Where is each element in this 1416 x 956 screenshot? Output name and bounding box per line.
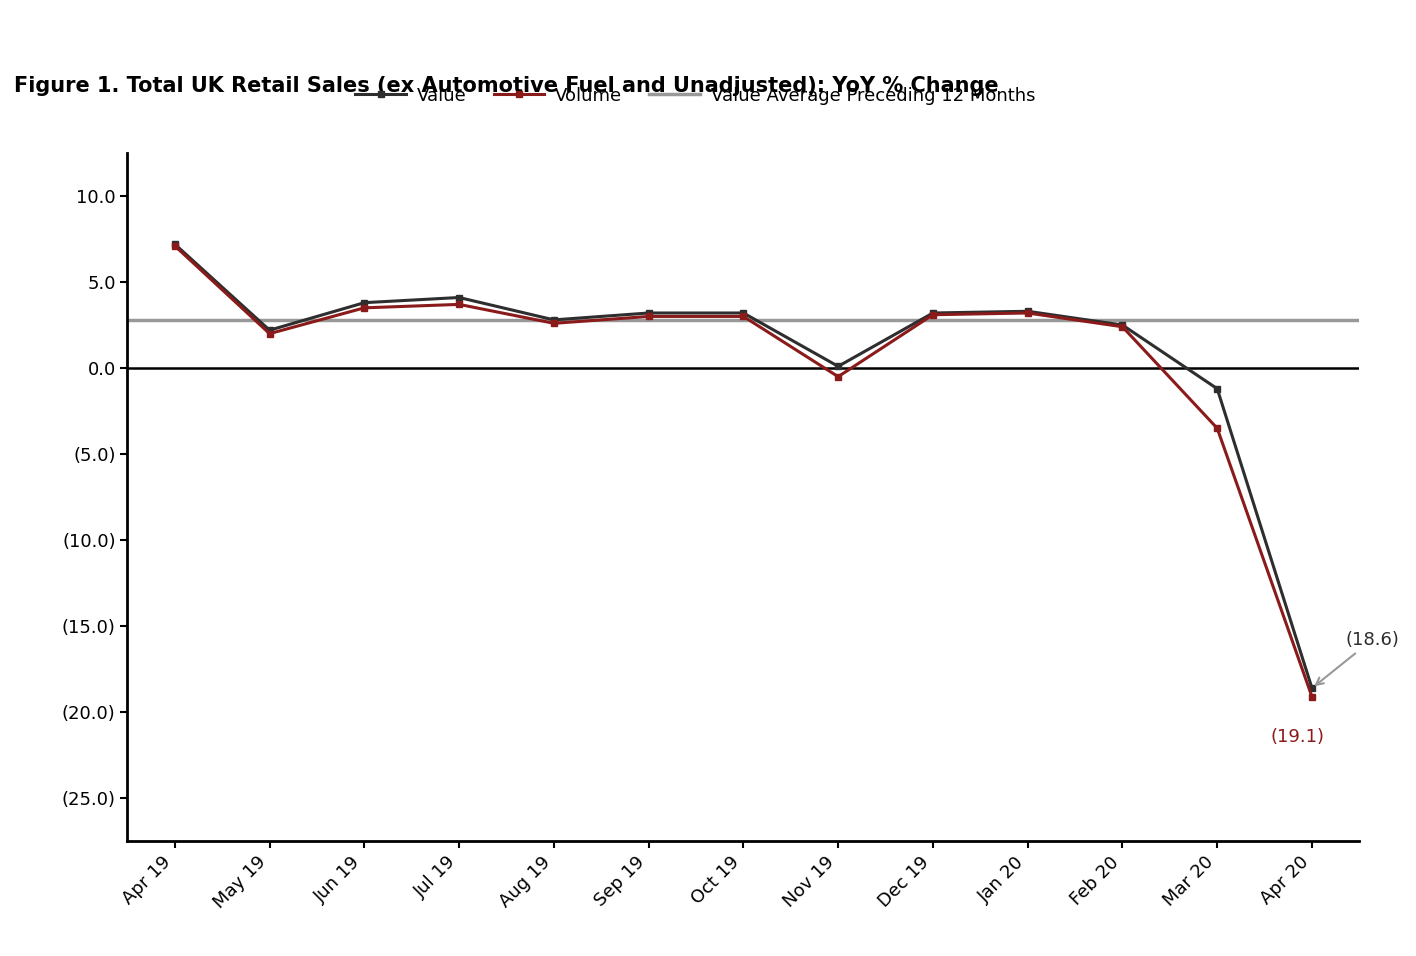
Text: Figure 1. Total UK Retail Sales (ex Automotive Fuel and Unadjusted): YoY % Chang: Figure 1. Total UK Retail Sales (ex Auto…: [14, 76, 998, 96]
Text: (19.1): (19.1): [1270, 728, 1325, 746]
Legend: Value, Volume, Value Average Preceding 12 Months: Value, Volume, Value Average Preceding 1…: [348, 79, 1042, 112]
Value: [1304, 683, 1321, 694]
Value Average Preceding 12 Months: [166, 315, 183, 326]
Value: [545, 315, 562, 326]
Volume: [450, 298, 467, 310]
Value: [925, 307, 942, 318]
Value: [1209, 383, 1226, 395]
Line: Value: Value: [171, 241, 1315, 691]
Volume: [1020, 307, 1037, 318]
Value: [261, 324, 278, 336]
Value Average Preceding 12 Months: [261, 315, 278, 326]
Volume: [1209, 423, 1226, 434]
Value: [830, 360, 847, 372]
Line: Volume: Volume: [171, 243, 1315, 700]
Volume: [1114, 321, 1131, 333]
Value: [355, 297, 372, 309]
Volume: [355, 302, 372, 314]
Volume: [925, 309, 942, 320]
Volume: [1304, 691, 1321, 703]
Text: (18.6): (18.6): [1315, 631, 1399, 684]
Value: [1020, 306, 1037, 317]
Value: [166, 238, 183, 250]
Volume: [261, 328, 278, 339]
Volume: [735, 311, 752, 322]
Volume: [830, 371, 847, 382]
Value: [640, 307, 657, 318]
Volume: [640, 311, 657, 322]
Value: [1114, 319, 1131, 331]
Value: [450, 292, 467, 303]
Value: [735, 307, 752, 318]
Volume: [166, 240, 183, 251]
Volume: [545, 317, 562, 329]
